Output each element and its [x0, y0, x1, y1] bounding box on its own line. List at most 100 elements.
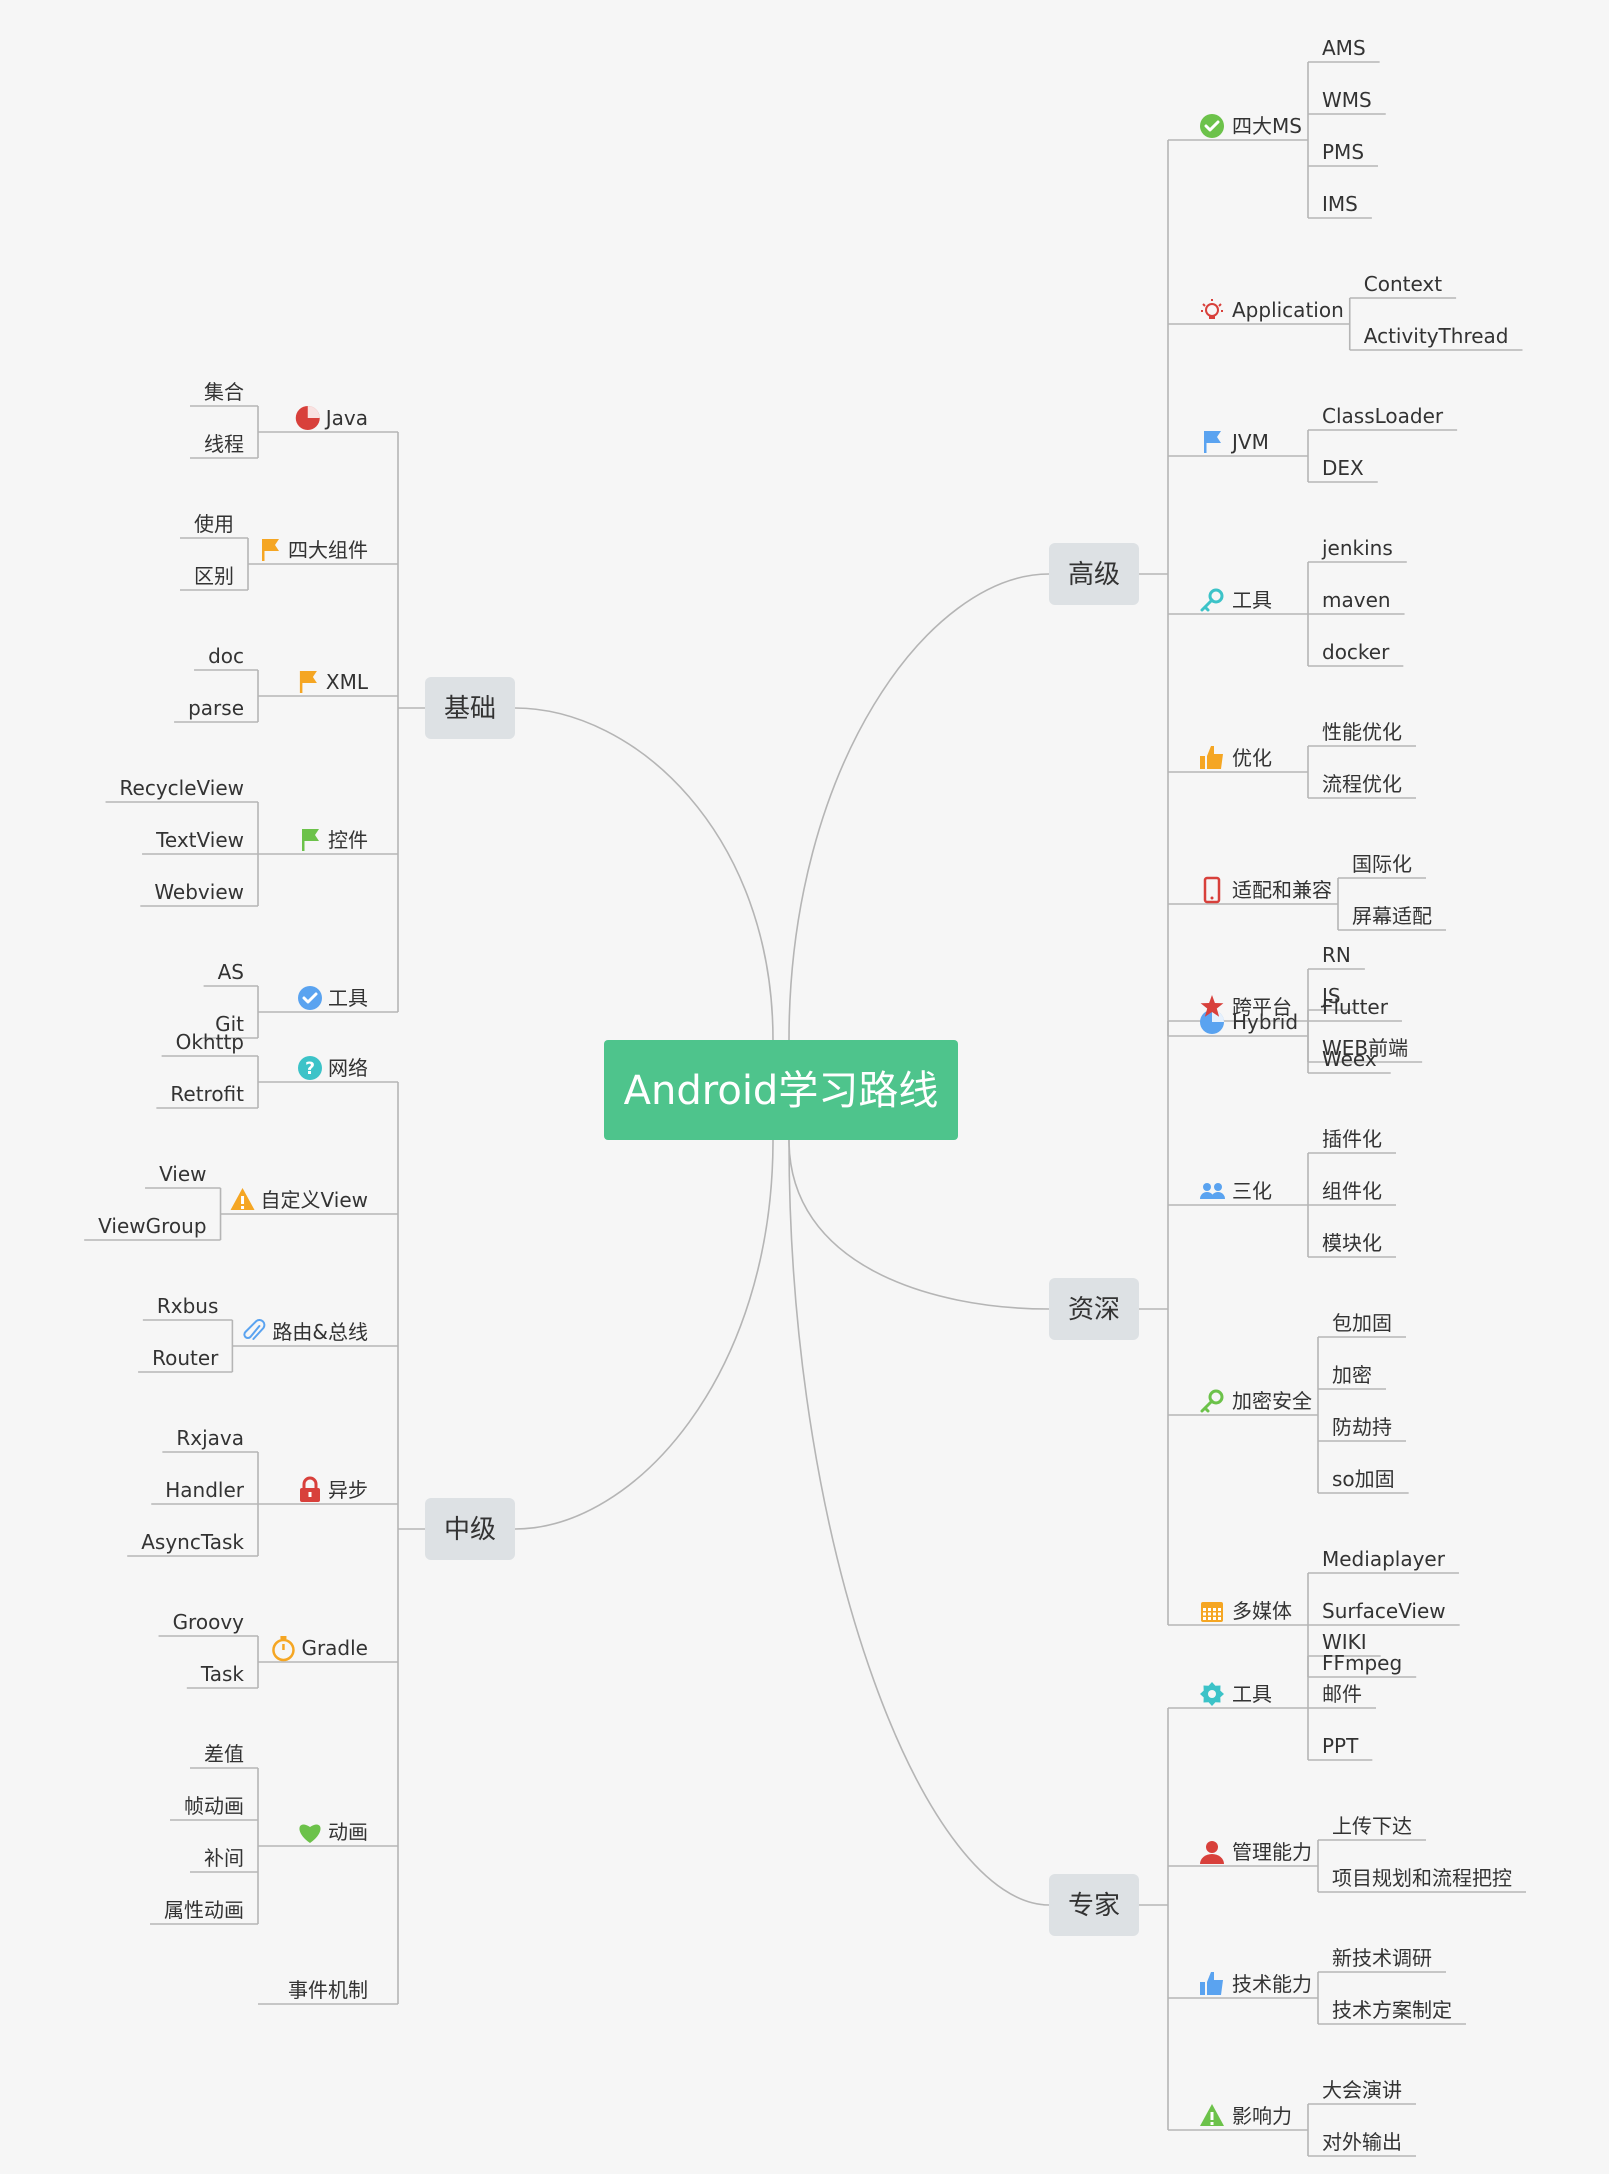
leaf-node[interactable]: 性能优化	[1322, 720, 1402, 744]
leaf-node[interactable]: JS	[1320, 984, 1341, 1008]
leaf-node[interactable]: AsyncTask	[141, 1530, 244, 1554]
leaf-node[interactable]: 新技术调研	[1332, 1946, 1432, 1970]
leaf-node[interactable]: 对外输出	[1322, 2130, 1402, 2154]
subtopic-2-7[interactable]: 事件机制	[288, 1978, 368, 2002]
leaf-node[interactable]: 区别	[194, 564, 234, 588]
root-node[interactable]: Android学习路线	[604, 1040, 958, 1140]
branch-2[interactable]: 中级	[425, 1498, 515, 1560]
leaf-node[interactable]: Weex	[1322, 1047, 1377, 1071]
subtopic-1-3[interactable]: XML	[299, 670, 369, 694]
branch-3[interactable]: 高级	[1049, 543, 1139, 605]
leaf-node[interactable]: 属性动画	[164, 1898, 244, 1922]
leaf-node[interactable]: FFmpeg	[1322, 1651, 1402, 1675]
leaf-node[interactable]: 补间	[204, 1846, 244, 1870]
subtopic-4-1[interactable]: 跨平台	[1200, 995, 1292, 1019]
leaf-node[interactable]: 大会演讲	[1322, 2078, 1402, 2102]
leaf-node[interactable]: Handler	[165, 1478, 245, 1502]
subtopic-1-4[interactable]: 控件	[302, 828, 368, 852]
branch-5[interactable]: 专家	[1049, 1874, 1139, 1936]
subtopic-2-5[interactable]: Gradle	[272, 1636, 368, 1662]
subtopic-4-3[interactable]: 加密安全	[1200, 1389, 1312, 1413]
leaf-node[interactable]: Groovy	[173, 1610, 245, 1634]
leaf-node[interactable]: ActivityThread	[1364, 324, 1509, 348]
leaf-node[interactable]: 差值	[204, 1742, 244, 1766]
leaf-node[interactable]: Okhttp	[176, 1030, 244, 1054]
subtopic-5-1[interactable]: 工具	[1200, 1682, 1272, 1706]
subtopic-1-2[interactable]: 四大组件	[262, 538, 368, 562]
leaf-node[interactable]: 加密	[1332, 1363, 1372, 1387]
leaf-label: Retrofit	[170, 1082, 244, 1106]
subtopic-2-3[interactable]: 路由&总线	[243, 1319, 368, 1344]
leaf-node[interactable]: 项目规划和流程把控	[1332, 1866, 1512, 1890]
subtopic-2-4[interactable]: 异步	[300, 1476, 368, 1502]
subtopic-3-6[interactable]: 适配和兼容	[1203, 876, 1332, 904]
subtopic-5-3[interactable]: 技术能力	[1200, 1972, 1312, 1996]
leaf-node[interactable]: 流程优化	[1322, 772, 1402, 796]
subtopic-4-2[interactable]: 三化	[1200, 1179, 1272, 1203]
leaf-node[interactable]: 模块化	[1322, 1231, 1382, 1255]
leaf-node[interactable]: 使用	[194, 512, 234, 536]
leaf-node[interactable]: 国际化	[1352, 852, 1412, 876]
leaf-node[interactable]: IMS	[1322, 192, 1358, 216]
leaf-node[interactable]: WIKI	[1322, 1630, 1367, 1654]
leaf-node[interactable]: PMS	[1322, 140, 1364, 164]
leaf-node[interactable]: AMS	[1322, 36, 1366, 60]
leaf-node[interactable]: 屏幕适配	[1352, 904, 1432, 928]
leaf-node[interactable]: WEB前端	[1322, 1036, 1408, 1060]
subtopic-4-4[interactable]: 多媒体	[1201, 1599, 1292, 1623]
leaf-node[interactable]: parse	[188, 696, 244, 720]
leaf-node[interactable]: 帧动画	[184, 1794, 244, 1818]
subtopic-3-1[interactable]: 四大MS	[1200, 114, 1302, 138]
leaf-node[interactable]: 技术方案制定	[1332, 1998, 1452, 2022]
leaf-node[interactable]: so加固	[1332, 1467, 1395, 1491]
leaf-node[interactable]: ClassLoader	[1322, 404, 1444, 428]
leaf-node[interactable]: Mediaplayer	[1322, 1547, 1446, 1571]
leaf-node[interactable]: ViewGroup	[98, 1214, 206, 1238]
leaf-node[interactable]: Webview	[154, 880, 244, 904]
leaf-node[interactable]: 包加固	[1332, 1311, 1392, 1335]
subtopic-1-1[interactable]: Java	[295, 406, 368, 430]
leaf-node[interactable]: Rxjava	[176, 1426, 244, 1450]
leaf-node[interactable]: 邮件	[1322, 1682, 1362, 1706]
leaf-node[interactable]: View	[159, 1162, 206, 1186]
leaf-node[interactable]: 插件化	[1322, 1127, 1382, 1151]
subtopic-2-1[interactable]: ? 网络	[298, 1056, 368, 1080]
leaf-node[interactable]: 防劫持	[1332, 1415, 1392, 1439]
leaf-node[interactable]: 组件化	[1322, 1179, 1382, 1203]
subtopic-3-4[interactable]: 工具	[1200, 588, 1272, 612]
leaf-node[interactable]: RN	[1322, 943, 1351, 967]
subtopic-1-5[interactable]: 工具	[298, 986, 368, 1010]
leaf-node[interactable]: DEX	[1322, 456, 1364, 480]
leaf-node[interactable]: jenkins	[1321, 536, 1393, 560]
subtopic-2-2[interactable]: 自定义View	[230, 1188, 368, 1212]
leaf-node[interactable]: doc	[208, 644, 244, 668]
subtopic-2-6[interactable]: 动画	[299, 1820, 368, 1844]
leaf-node[interactable]: Git	[215, 1012, 244, 1036]
leaf-node[interactable]: Retrofit	[170, 1082, 244, 1106]
branch-4[interactable]: 资深	[1049, 1278, 1139, 1340]
leaf-node[interactable]: TextView	[155, 828, 244, 852]
leaf-node[interactable]: Rxbus	[157, 1294, 219, 1318]
leaf-node[interactable]: 线程	[204, 432, 244, 456]
subtopic-3-7[interactable]: Hybrid	[1200, 1010, 1298, 1034]
leaf-node[interactable]: AS	[218, 960, 244, 984]
leaf-node[interactable]: 上传下达	[1332, 1814, 1412, 1838]
subtopic-5-4[interactable]: 影响力	[1200, 2104, 1292, 2128]
subtopic-label: 三化	[1232, 1179, 1272, 1203]
leaf-node[interactable]: 集合	[204, 380, 244, 404]
leaf-node[interactable]: RecycleView	[120, 776, 244, 800]
leaf-node[interactable]: SurfaceView	[1322, 1599, 1446, 1623]
leaf-node[interactable]: maven	[1322, 588, 1391, 612]
leaf-node[interactable]: WMS	[1322, 88, 1372, 112]
leaf-node[interactable]: PPT	[1322, 1734, 1359, 1758]
leaf-node[interactable]: docker	[1322, 640, 1390, 664]
leaf-node[interactable]: Flutter	[1322, 995, 1389, 1019]
subtopic-3-5[interactable]: 优化	[1200, 746, 1272, 770]
leaf-node[interactable]: Router	[152, 1346, 219, 1370]
subtopic-3-3[interactable]: JVM	[1204, 430, 1269, 454]
subtopic-3-2[interactable]: Application	[1201, 298, 1344, 322]
leaf-node[interactable]: Task	[200, 1662, 245, 1686]
subtopic-5-2[interactable]: 管理能力	[1200, 1840, 1312, 1864]
leaf-node[interactable]: Context	[1364, 272, 1443, 296]
branch-1[interactable]: 基础	[425, 677, 515, 739]
